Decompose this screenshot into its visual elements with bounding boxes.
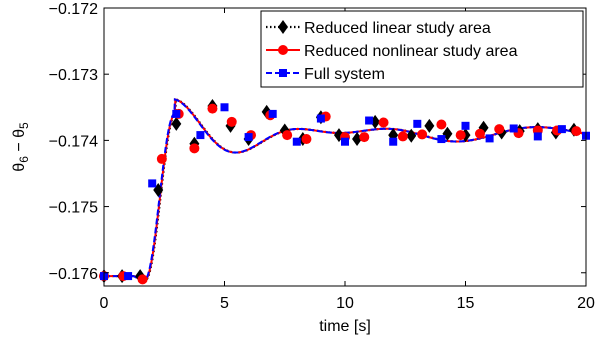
y-ticks: −0.176 −0.175 −0.174 −0.173 −0.172 <box>49 1 586 283</box>
legend: Reduced linear study area Reduced nonline… <box>260 10 584 88</box>
data-point-square <box>292 137 301 146</box>
data-point-square <box>461 121 470 130</box>
data-point-circle <box>282 130 293 141</box>
data-point-circle <box>137 274 148 285</box>
legend-item: Reduced nonlinear study area <box>266 43 518 60</box>
data-point-square <box>316 114 325 123</box>
data-point-square <box>148 179 157 188</box>
data-point-diamond <box>278 20 288 34</box>
data-point-circle <box>571 126 582 137</box>
data-point-circle <box>189 143 200 154</box>
y-tick-label: −0.175 <box>49 200 98 217</box>
y-axis-label: θ6 − θ5 <box>11 122 31 172</box>
data-point-square <box>413 119 422 128</box>
x-axis-label: time [s] <box>319 318 371 335</box>
data-point-circle <box>474 128 485 139</box>
legend-item: Reduced linear study area <box>266 20 491 37</box>
data-point-square <box>365 116 374 125</box>
data-point-square <box>220 103 229 112</box>
data-point-square <box>389 137 398 146</box>
data-point-circle <box>494 124 505 135</box>
x-tick-label: 0 <box>100 295 109 312</box>
data-point-square <box>341 137 349 146</box>
x-ticks: 0 5 10 15 20 <box>100 8 595 312</box>
y-tick-label: −0.174 <box>49 133 98 150</box>
legend-item: Full system <box>266 66 385 83</box>
data-point-square <box>124 272 133 281</box>
legend-box <box>260 10 584 88</box>
data-point-circle <box>397 131 408 142</box>
x-tick-label: 20 <box>577 295 595 312</box>
y-tick-label: −0.172 <box>49 1 98 18</box>
data-point-circle <box>378 117 389 128</box>
x-tick-label: 10 <box>336 295 354 312</box>
data-point-circle <box>436 119 447 130</box>
data-point-circle <box>455 130 466 141</box>
legend-label: Full system <box>304 66 385 83</box>
y-tick-label: −0.173 <box>49 67 98 84</box>
data-point-square <box>268 109 277 118</box>
data-point-circle <box>156 153 167 164</box>
data-point-square <box>533 132 542 141</box>
data-point-circle <box>226 116 237 127</box>
data-point-square <box>437 135 446 144</box>
legend-label: Reduced nonlinear study area <box>304 43 518 60</box>
markers <box>99 98 590 285</box>
data-point-square <box>509 124 518 133</box>
data-point-circle <box>301 134 312 145</box>
data-point-diamond <box>171 116 182 131</box>
x-tick-label: 5 <box>220 295 229 312</box>
data-point-square <box>557 125 566 134</box>
data-point-diamond <box>406 128 417 143</box>
data-point-square <box>485 134 494 143</box>
data-point-square <box>172 109 181 118</box>
data-point-square <box>196 131 205 140</box>
data-point-square <box>244 133 253 142</box>
data-point-circle <box>417 129 428 140</box>
data-point-diamond <box>424 118 435 133</box>
data-point-square <box>279 69 287 77</box>
data-point-circle <box>207 103 218 114</box>
x-tick-label: 15 <box>457 295 475 312</box>
data-point-circle <box>359 132 370 143</box>
legend-label: Reduced linear study area <box>304 20 491 37</box>
y-tick-label: −0.176 <box>49 266 98 283</box>
data-point-circle <box>278 45 288 55</box>
